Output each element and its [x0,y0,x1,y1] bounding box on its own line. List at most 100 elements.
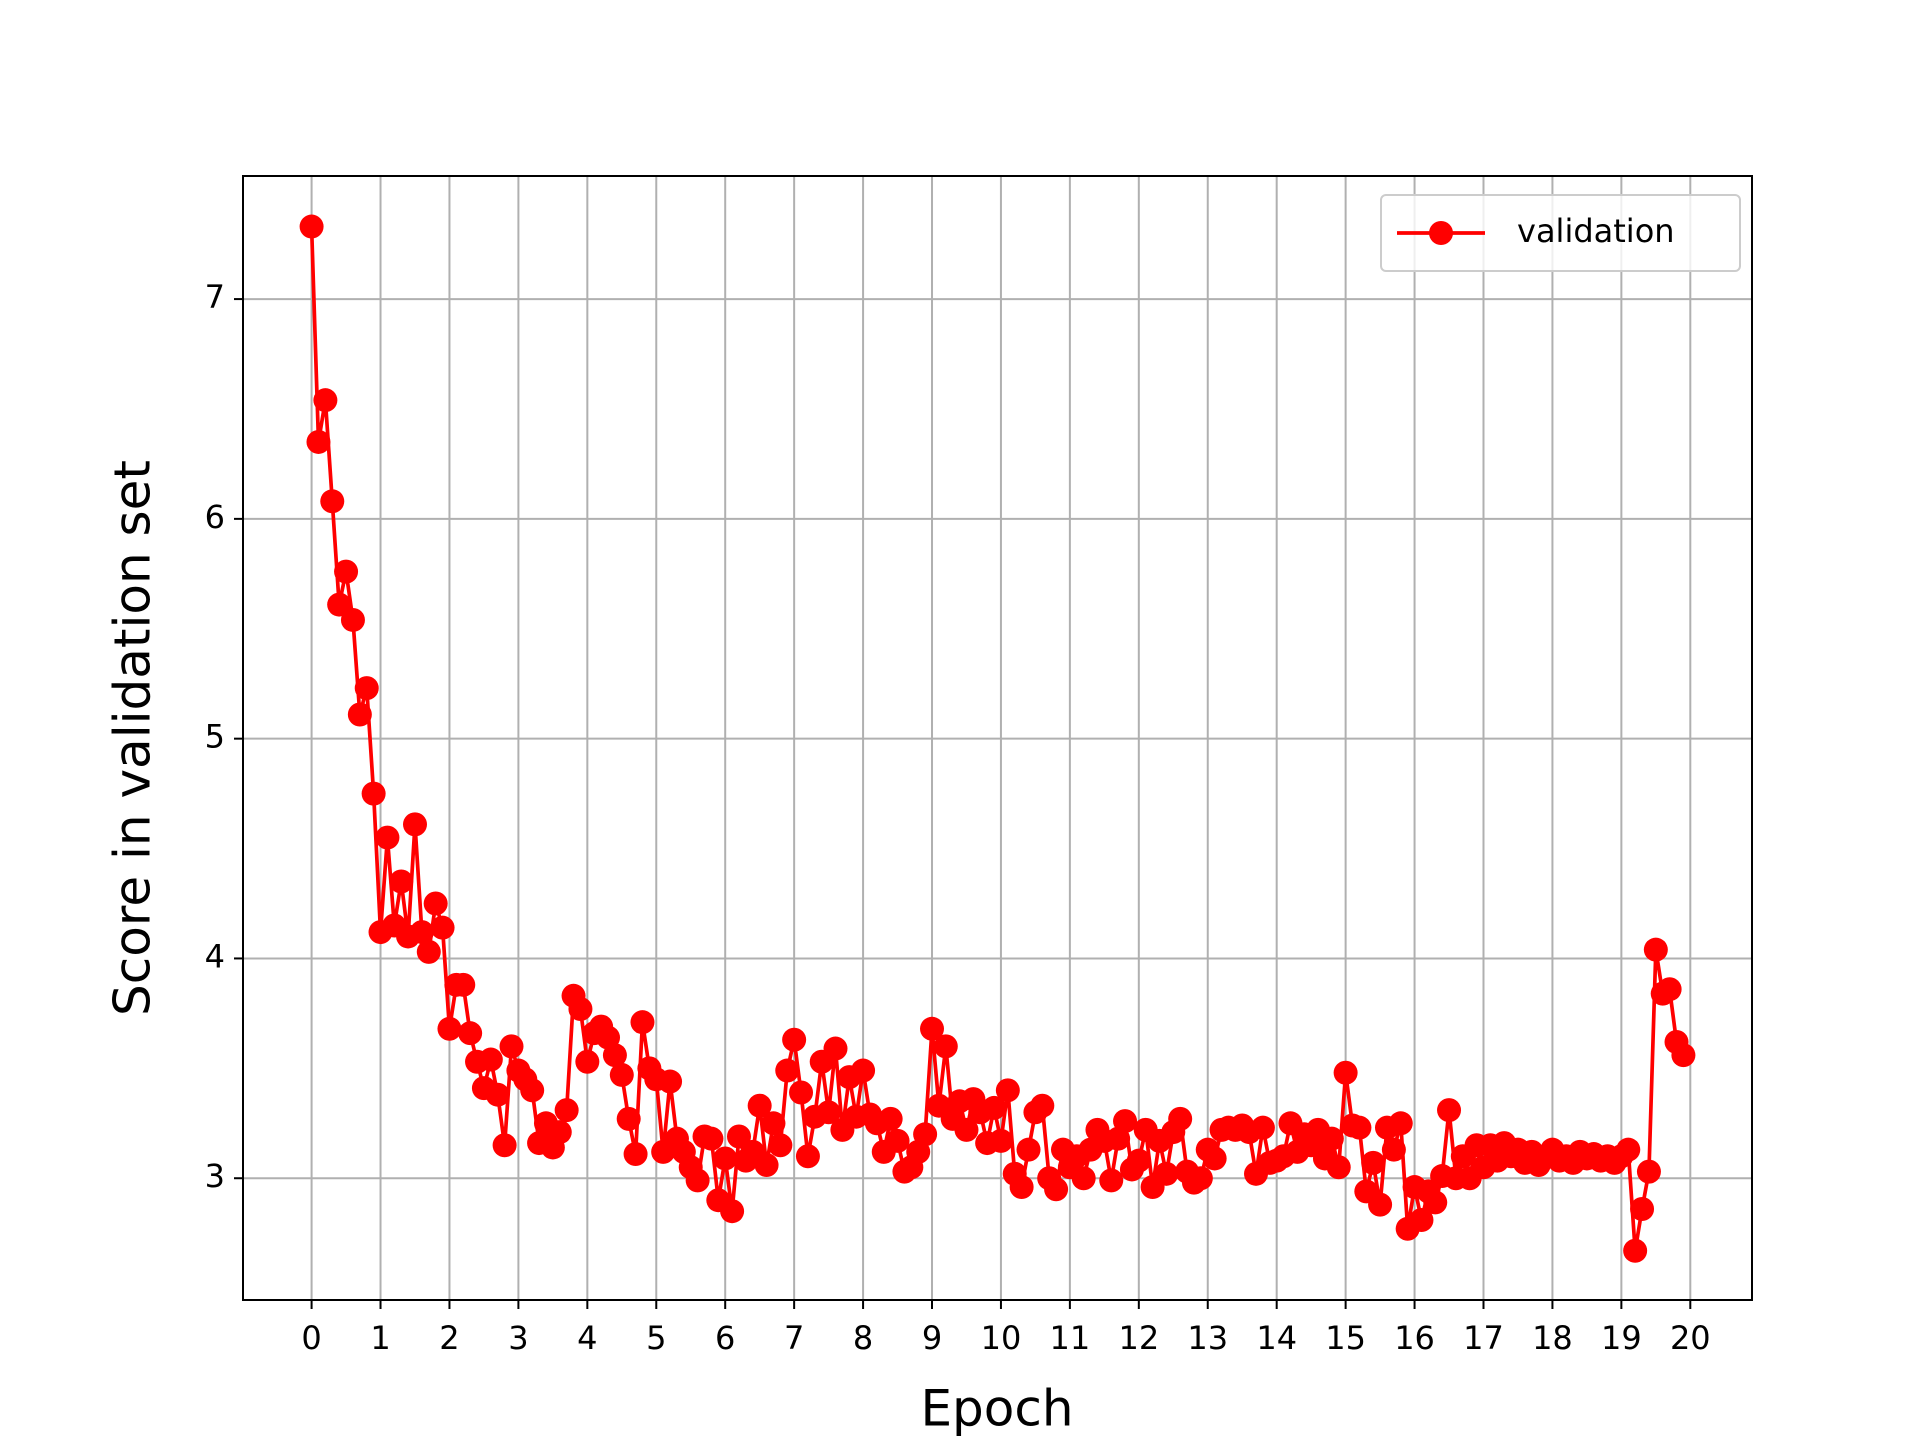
data-point [547,1120,572,1145]
data-point [554,1098,579,1123]
data-point [913,1122,938,1147]
data-point [795,1144,820,1169]
data-point [1368,1192,1393,1217]
data-point [1616,1137,1641,1162]
data-point [485,1082,510,1107]
data-point [430,915,455,940]
data-point [458,1021,483,1046]
data-point [885,1128,910,1153]
data-point [1202,1146,1227,1171]
data-point [1630,1197,1655,1222]
data-point [878,1106,903,1131]
data-point [492,1133,517,1158]
data-point [1016,1137,1041,1162]
data-point [1044,1177,1069,1202]
data-point [1437,1098,1462,1123]
data-point [520,1078,545,1103]
data-point [1188,1166,1213,1191]
x-tick-label: 8 [853,1319,873,1357]
data-point [1657,977,1682,1002]
x-tick-label: 19 [1601,1319,1642,1357]
data-point [954,1117,979,1142]
data-point [1347,1115,1372,1140]
data-point [409,920,434,945]
data-point [623,1142,648,1167]
x-tick-label: 13 [1187,1319,1228,1357]
data-point [1361,1150,1386,1175]
y-axis-label: Score in validation set [104,460,162,1016]
data-point [1326,1155,1351,1180]
data-point [1113,1109,1138,1134]
data-point [1126,1148,1151,1173]
data-point [747,1093,772,1118]
x-tick-label: 10 [981,1319,1022,1357]
data-point [568,996,593,1021]
data-point [1071,1166,1096,1191]
data-point [402,812,427,837]
y-tick-label: 3 [205,1157,225,1195]
data-point [933,1034,958,1059]
data-point [1381,1137,1406,1162]
data-point [982,1095,1007,1120]
x-tick-label: 12 [1118,1319,1159,1357]
data-point [1030,1093,1055,1118]
x-tick-label: 1 [370,1319,390,1357]
data-point [761,1111,786,1136]
data-point [816,1100,841,1125]
data-point [782,1027,807,1052]
data-point [499,1034,524,1059]
data-point [823,1036,848,1061]
data-point [1409,1207,1434,1232]
data-point [699,1126,724,1151]
data-point [1388,1111,1413,1136]
data-point [789,1080,814,1105]
data-point [340,607,365,632]
data-point [361,781,386,806]
data-point [720,1199,745,1224]
data-point [334,559,359,584]
x-tick-label: 4 [577,1319,597,1357]
data-point [1319,1126,1344,1151]
data-point [306,429,331,454]
legend-box [1380,194,1741,272]
x-tick-label: 20 [1670,1319,1711,1357]
data-point [423,891,448,916]
data-point [327,592,352,617]
x-tick-label: 2 [439,1319,459,1357]
data-point [389,869,414,894]
data-point [1009,1175,1034,1200]
y-tick-label: 5 [205,718,225,756]
data-point [313,388,338,413]
data-point [451,972,476,997]
data-point [609,1062,634,1087]
x-tick-label: 3 [508,1319,528,1357]
y-tick-label: 7 [205,278,225,316]
x-tick-label: 0 [301,1319,321,1357]
legend-label: validation [1517,212,1675,250]
data-point [299,214,324,239]
x-axis-label: Epoch [920,1380,1073,1438]
data-point [995,1078,1020,1103]
x-tick-label: 15 [1325,1319,1366,1357]
data-point [1099,1168,1124,1193]
data-point [1168,1106,1193,1131]
data-point [768,1133,793,1158]
x-tick-label: 9 [922,1319,942,1357]
data-point [685,1168,710,1193]
data-point [775,1058,800,1083]
data-point [1623,1238,1648,1263]
data-point [1636,1159,1661,1184]
data-point [354,676,379,701]
x-tick-label: 6 [715,1319,735,1357]
data-point [347,702,372,727]
data-point [851,1058,876,1083]
x-tick-label: 11 [1050,1319,1091,1357]
data-point [575,1049,600,1074]
data-point [658,1069,683,1094]
data-point [375,825,400,850]
x-tick-label: 16 [1394,1319,1435,1357]
data-point [1671,1043,1696,1068]
data-point [320,489,345,514]
data-point [437,1016,462,1041]
x-tick-label: 18 [1532,1319,1573,1357]
